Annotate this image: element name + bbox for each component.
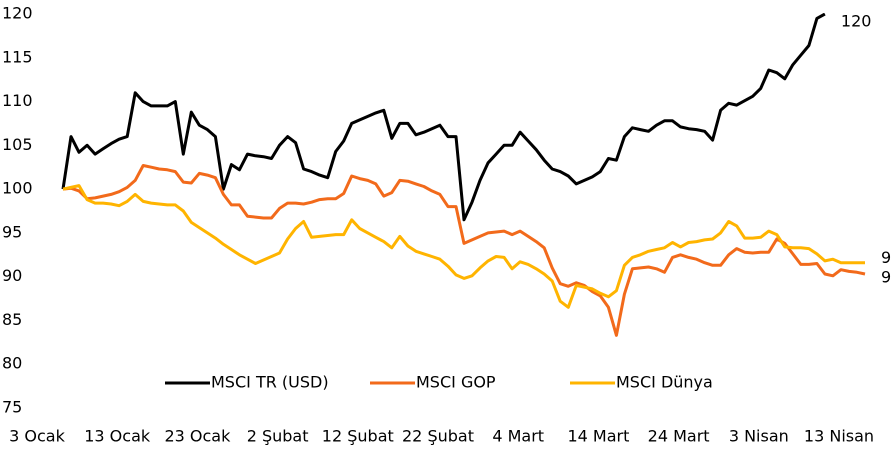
x-tick-label: 13 Nisan xyxy=(804,427,874,446)
y-tick-label: 120 xyxy=(2,4,33,23)
y-tick-label: 75 xyxy=(2,398,22,417)
x-tick-label: 23 Ocak xyxy=(164,427,231,446)
x-tick-label: 2 Şubat xyxy=(247,427,309,446)
y-tick-label: 100 xyxy=(2,179,33,198)
x-tick-label: 3 Ocak xyxy=(9,427,65,446)
y-tick-label: 95 xyxy=(2,222,22,241)
end-label: 90 xyxy=(881,268,891,287)
x-tick-label: 3 Nisan xyxy=(729,427,789,446)
legend-label: MSCI Dünya xyxy=(616,373,713,392)
series-line xyxy=(61,13,826,222)
series-line xyxy=(62,164,866,337)
x-tick-label: 14 Mart xyxy=(567,427,629,446)
x-tick-label: 4 Mart xyxy=(492,427,544,446)
y-tick-label: 85 xyxy=(2,310,22,329)
y-tick-label: 90 xyxy=(2,266,22,285)
y-tick-label: 105 xyxy=(2,135,33,154)
end-label: 120 xyxy=(841,12,872,31)
legend-label: MSCI GOP xyxy=(416,373,496,392)
x-tick-label: 13 Ocak xyxy=(84,427,151,446)
y-tick-label: 110 xyxy=(2,91,33,110)
y-tick-label: 115 xyxy=(2,47,33,66)
series-line xyxy=(62,184,865,309)
x-tick-label: 22 Şubat xyxy=(402,427,474,446)
legend-label: MSCI TR (USD) xyxy=(211,373,329,392)
y-tick-label: 80 xyxy=(2,354,22,373)
x-tick-label: 12 Şubat xyxy=(322,427,394,446)
end-label: 92 xyxy=(881,248,891,267)
x-tick-label: 24 Mart xyxy=(648,427,710,446)
